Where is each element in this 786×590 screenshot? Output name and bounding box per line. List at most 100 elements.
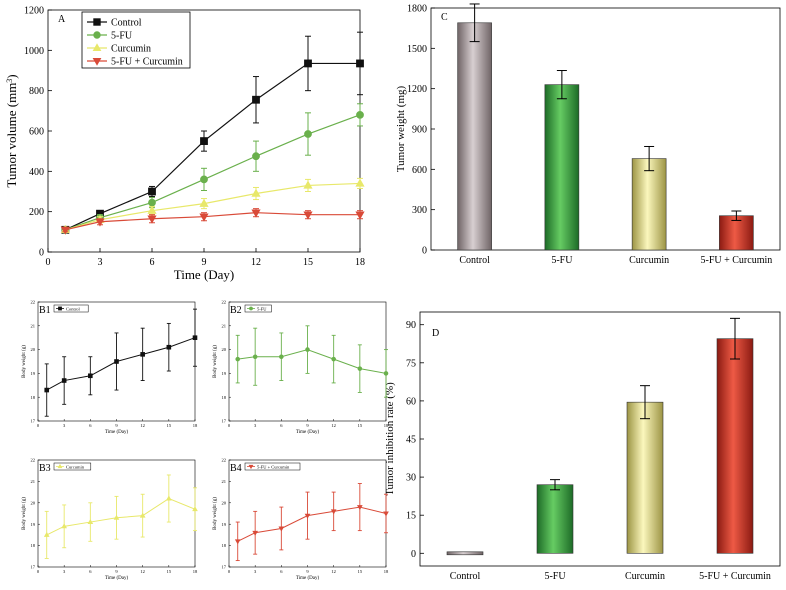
bar bbox=[536, 484, 574, 554]
category-label: 5-FU bbox=[544, 571, 566, 582]
y-tick-label: 17 bbox=[222, 565, 227, 570]
legend-entry: Curcumin bbox=[111, 44, 151, 55]
legend-marker bbox=[248, 464, 254, 470]
y-tick-label: 18 bbox=[222, 543, 227, 548]
data-point bbox=[166, 344, 172, 350]
category-label: Curcumin bbox=[629, 255, 669, 266]
panel-label: C bbox=[441, 12, 448, 23]
y-axis-label-superscript: 3 bbox=[5, 79, 14, 83]
data-point bbox=[199, 198, 209, 207]
data-point bbox=[61, 523, 68, 529]
y-tick-label: 17 bbox=[222, 419, 227, 424]
legend-marker bbox=[249, 306, 253, 311]
x-tick-label: 12 bbox=[140, 423, 145, 428]
y-tick-label: 200 bbox=[29, 207, 44, 218]
bar bbox=[457, 22, 492, 251]
x-tick-label: 15 bbox=[358, 423, 363, 428]
data-point bbox=[147, 205, 157, 214]
x-tick-label: 18 bbox=[384, 423, 389, 428]
x-tick-label: 0 bbox=[228, 569, 231, 574]
series-line bbox=[65, 182, 361, 231]
x-tick-label: 15 bbox=[167, 569, 172, 574]
y-tick-label: 20 bbox=[31, 347, 36, 352]
y-axis-label: Body weight (g) bbox=[22, 497, 27, 530]
x-tick-label: 9 bbox=[115, 569, 118, 574]
legend-box bbox=[53, 304, 89, 313]
panel-d-inhibition-rate-chart: 0 15 30 45 60 75 90 Tumor inhibition rate (%) Co… bbox=[384, 311, 781, 582]
y-tick-label: 45 bbox=[406, 435, 416, 446]
y-axis-label: Tumor volume (mm3) bbox=[4, 74, 19, 187]
data-point bbox=[252, 95, 260, 104]
category-label: Curcumin bbox=[625, 571, 665, 582]
data-point bbox=[60, 226, 70, 235]
panel-b4-body-weight-chart: 17 18 19 20 21 22 0 3 6 9 12 15 18 Time (Day) Body wei… bbox=[213, 458, 389, 581]
data-point bbox=[199, 213, 209, 222]
bar bbox=[719, 215, 754, 251]
y-tick-label: 800 bbox=[29, 86, 44, 97]
series-line bbox=[46, 497, 196, 536]
x-tick-label: 18 bbox=[193, 423, 198, 428]
data-point bbox=[304, 130, 312, 138]
data-point bbox=[303, 211, 313, 220]
legend-entry: Control bbox=[66, 306, 81, 311]
y-tick-label: 300 bbox=[412, 205, 427, 216]
data-point bbox=[356, 59, 364, 68]
x-tick-label: 15 bbox=[167, 423, 172, 428]
data-point bbox=[140, 352, 145, 357]
data-point bbox=[331, 356, 336, 362]
legend-marker bbox=[92, 57, 102, 66]
legend-marker bbox=[58, 306, 62, 311]
y-tick-label: 60 bbox=[406, 396, 416, 407]
data-point bbox=[252, 152, 260, 161]
data-point bbox=[303, 180, 313, 189]
y-tick-label: 22 bbox=[31, 458, 36, 463]
x-tick-label: 9 bbox=[306, 569, 309, 574]
x-tick-label: 9 bbox=[202, 257, 207, 268]
legend-marker bbox=[57, 463, 63, 469]
panel-c-tumor-weight-chart: 0 300 600 900 1200 1500 1800 Tumor weight (mg) C… bbox=[395, 3, 781, 266]
x-tick-label: 6 bbox=[280, 569, 283, 574]
legend-box bbox=[244, 462, 301, 471]
x-axis-label: Time (Day) bbox=[105, 576, 129, 581]
legend-entry: 5-FU bbox=[257, 306, 267, 311]
data-point bbox=[252, 530, 259, 536]
y-tick-label: 20 bbox=[222, 500, 227, 505]
y-tick-label: 22 bbox=[222, 458, 227, 463]
y-tick-label: 0 bbox=[39, 248, 44, 259]
y-tick-label: 17 bbox=[31, 419, 36, 424]
data-point bbox=[251, 188, 261, 197]
series-5-fu-curcumin bbox=[60, 208, 365, 235]
data-point bbox=[235, 356, 241, 362]
data-point bbox=[87, 518, 94, 524]
y-tick-label: 1200 bbox=[407, 84, 427, 95]
x-tick-label: 0 bbox=[37, 423, 40, 428]
y-tick-label: 1500 bbox=[407, 44, 427, 55]
x-tick-label: 18 bbox=[384, 569, 389, 574]
data-point bbox=[148, 198, 156, 207]
category-label: Control bbox=[450, 571, 481, 582]
series-line bbox=[46, 337, 196, 391]
bar bbox=[631, 158, 667, 251]
data-point bbox=[61, 378, 67, 383]
data-point bbox=[251, 209, 261, 218]
x-tick-label: 6 bbox=[280, 423, 283, 428]
series-line bbox=[237, 506, 387, 542]
y-tick-label: 20 bbox=[222, 347, 227, 352]
data-point bbox=[355, 178, 365, 187]
panel-b3-body-weight-chart: 17 18 19 20 21 22 0 3 6 9 12 15 18 Time (Day) Body wei… bbox=[22, 458, 198, 581]
y-axis-label: Body weight (g) bbox=[213, 345, 218, 378]
series-line bbox=[65, 114, 361, 231]
x-tick-label: 3 bbox=[63, 569, 66, 574]
data-point bbox=[192, 335, 198, 340]
x-axis-label: Time (Day) bbox=[105, 430, 129, 435]
x-axis-label: Time (Day) bbox=[296, 576, 320, 581]
y-tick-label: 0 bbox=[422, 246, 427, 257]
x-tick-label: 15 bbox=[358, 569, 363, 574]
category-label: 5-FU + Curcumin bbox=[699, 571, 771, 582]
y-tick-label: 21 bbox=[31, 323, 36, 328]
data-point bbox=[44, 387, 50, 393]
data-point bbox=[383, 511, 389, 517]
x-tick-label: 9 bbox=[306, 423, 309, 428]
x-tick-label: 12 bbox=[331, 569, 336, 574]
legend-entry: Control bbox=[111, 18, 142, 29]
